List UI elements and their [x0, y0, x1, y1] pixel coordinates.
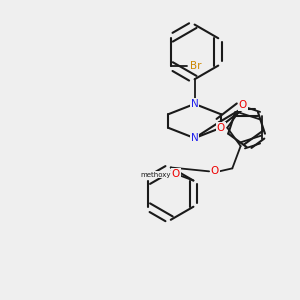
Text: methoxy: methoxy: [140, 172, 171, 178]
Text: O: O: [239, 100, 247, 110]
Text: Br: Br: [190, 61, 202, 70]
Text: N: N: [191, 133, 199, 143]
Text: O: O: [172, 169, 180, 179]
Text: O: O: [211, 166, 219, 176]
Text: O: O: [217, 123, 225, 133]
Text: N: N: [191, 99, 199, 109]
